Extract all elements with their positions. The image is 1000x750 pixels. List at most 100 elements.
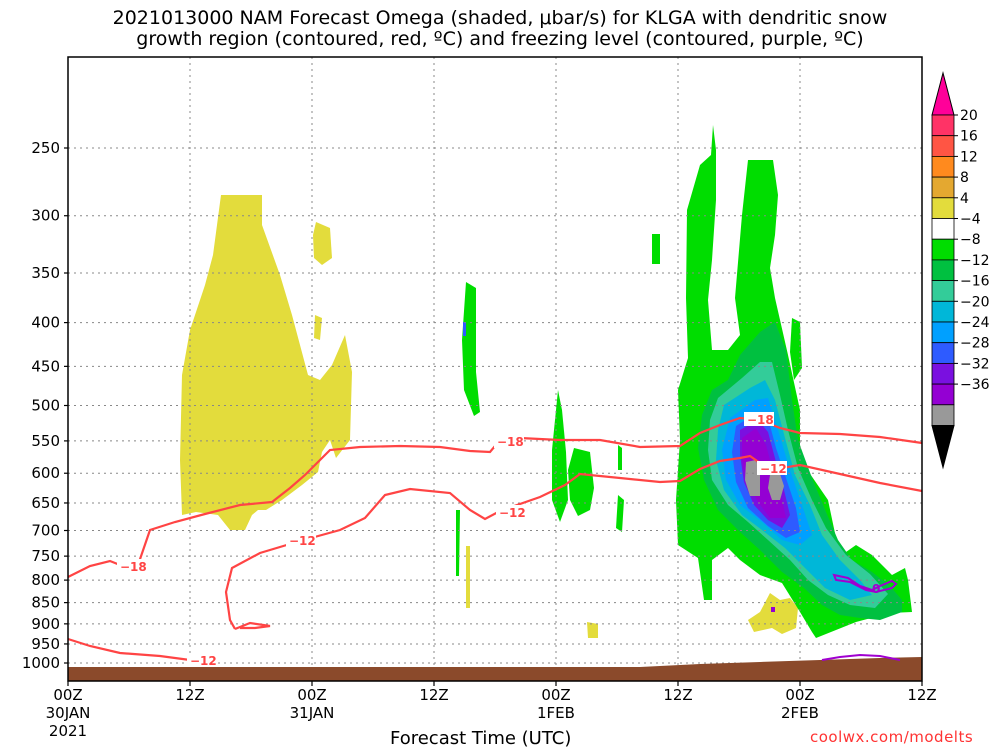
colorbar-segment-2 [931,155,955,178]
colorbar-label-8: −16 [960,274,990,290]
yellow-region-lower [748,593,798,634]
colorbar-label-1: 16 [960,129,978,145]
colorbar-segment-9 [931,300,955,323]
colorbar-label-9: −20 [960,294,990,310]
x-tick-label-4: 00Z [541,686,570,704]
y-tick-label-300: 300 [31,207,60,225]
terrain-band [68,657,922,681]
green-region-mid-col3 [618,445,622,470]
y-axis: 250 300 350 400 450 500 550 600 650 700 750 800 850 9… [22,139,68,672]
y-tick-label-400: 400 [31,314,60,332]
colorbar-segment-7 [931,259,955,281]
x-tick-sublabel-4: 1FEB [537,704,575,722]
colorbar-label-12: −32 [960,356,990,372]
y-tick-label-650: 650 [31,494,60,512]
y-tick-label-600: 600 [31,464,60,482]
yellow-region-main [180,195,352,530]
contour-label-minus18-a: −18 [120,560,147,574]
violet-speck [771,607,775,612]
x-tick-label-6: 00Z [785,686,814,704]
contour-label-minus12-a: −12 [289,534,316,548]
contour-label-zero: 0 [872,582,880,596]
y-tick-label-250: 250 [31,139,60,157]
x-tick-label-5: 12Z [663,686,692,704]
colorbar-label-10: −24 [960,315,990,331]
green-region-right-sliver [790,318,802,380]
contour-zero-surface [821,653,901,661]
contour-label-minus18-b: −18 [497,435,524,449]
colorbar-segment-6 [931,238,955,261]
y-tick-label-350: 350 [31,264,60,282]
colorbar-label-3: 8 [960,170,969,186]
contour-label-minus12-c: −12 [760,462,787,476]
negative-omega-shading [456,125,912,638]
y-tick-label-450: 450 [31,357,60,375]
contour-label-minus18-c: −18 [747,413,774,427]
colorbar-segment-0 [931,114,955,137]
credit-text: coolwx.com/modelts [810,728,974,746]
y-tick-label-550: 550 [31,432,60,450]
contour-label-minus12-b: −12 [499,506,526,520]
y-tick-label-750: 750 [31,547,60,565]
chart-title-line1: 2021013000 NAM Forecast Omega (shaded, μ… [112,7,888,29]
colorbar-segment-10 [931,321,955,344]
x-tick-label-1: 12Z [175,686,204,704]
y-tick-label-1000: 1000 [22,654,60,672]
colorbar-segment-3 [931,176,955,199]
contour-labels: −18 −18 −18 −12 −12 −12 −12 0 [117,412,880,668]
green-region-mid-col1 [552,390,568,522]
contour-label-minus12-d: −12 [190,654,217,668]
y-tick-label-700: 700 [31,521,60,539]
green-region-mid-left [462,282,480,416]
x-tick-label-7: 12Z [907,686,936,704]
contour-zero-loop [832,573,898,594]
plot-frame [67,56,923,682]
y-tick-label-950: 950 [31,635,60,653]
colorbar-label-7: −12 [960,253,990,269]
y-tick-label-900: 900 [31,615,60,633]
yellow-region-small-top [313,222,332,265]
colorbar-top-arrow [931,71,955,116]
green-region-mid-col4 [616,495,624,532]
colorbar-segment-1 [931,135,955,157]
gray-region-2 [768,474,784,500]
x-tick-label-0: 00Z [53,686,82,704]
colorbar-segment-11 [931,342,955,364]
colorbar-segment-8 [931,280,955,302]
colorbar-label-2: 12 [960,149,978,165]
x-tick-label-2: 00Z [297,686,326,704]
colorbar-label-13: −36 [960,377,990,393]
colorbar-segment-13 [931,383,955,406]
x-axis-label: Forecast Time (UTC) [390,728,572,749]
green-region-small-top [652,234,660,264]
colorbar-segment-14 [931,404,955,426]
y-tick-label-800: 800 [31,571,60,589]
x-tick-sublabel-2: 31JAN [290,704,335,722]
colorbar: 20 16 12 8 4 −4 −8 −12 −16 −20 −24 −28 −32 −36 [931,71,990,470]
gray-region-1 [745,460,760,496]
green-region-blue-speck [463,322,466,336]
colorbar-label-5: −4 [960,212,981,228]
positive-omega-shading [180,195,798,638]
freezing-level-contours [821,573,901,661]
contour-minus12 [67,454,923,662]
chart-title-line2: growth region (contoured, red, ºC) and f… [136,28,864,50]
colorbar-segment-5 [931,218,955,240]
yellow-region-thin [466,546,470,608]
x-tick-year-0: 2021 [49,722,87,740]
y-tick-label-850: 850 [31,594,60,612]
y-tick-label-500: 500 [31,397,60,415]
green-region-mid-col2 [568,448,594,516]
colorbar-bottom-arrow [931,425,955,470]
x-tick-sublabel-6: 2FEB [781,704,819,722]
yellow-region-dot [587,622,598,638]
colorbar-label-6: −8 [960,232,981,248]
colorbar-label-0: 20 [960,108,978,124]
x-tick-sublabel-0: 30JAN [46,704,91,722]
colorbar-segment-12 [931,362,955,385]
x-tick-label-3: 12Z [419,686,448,704]
colorbar-label-4: 4 [960,191,969,207]
green-region-thin [456,510,460,576]
yellow-region-sliver [314,315,322,340]
